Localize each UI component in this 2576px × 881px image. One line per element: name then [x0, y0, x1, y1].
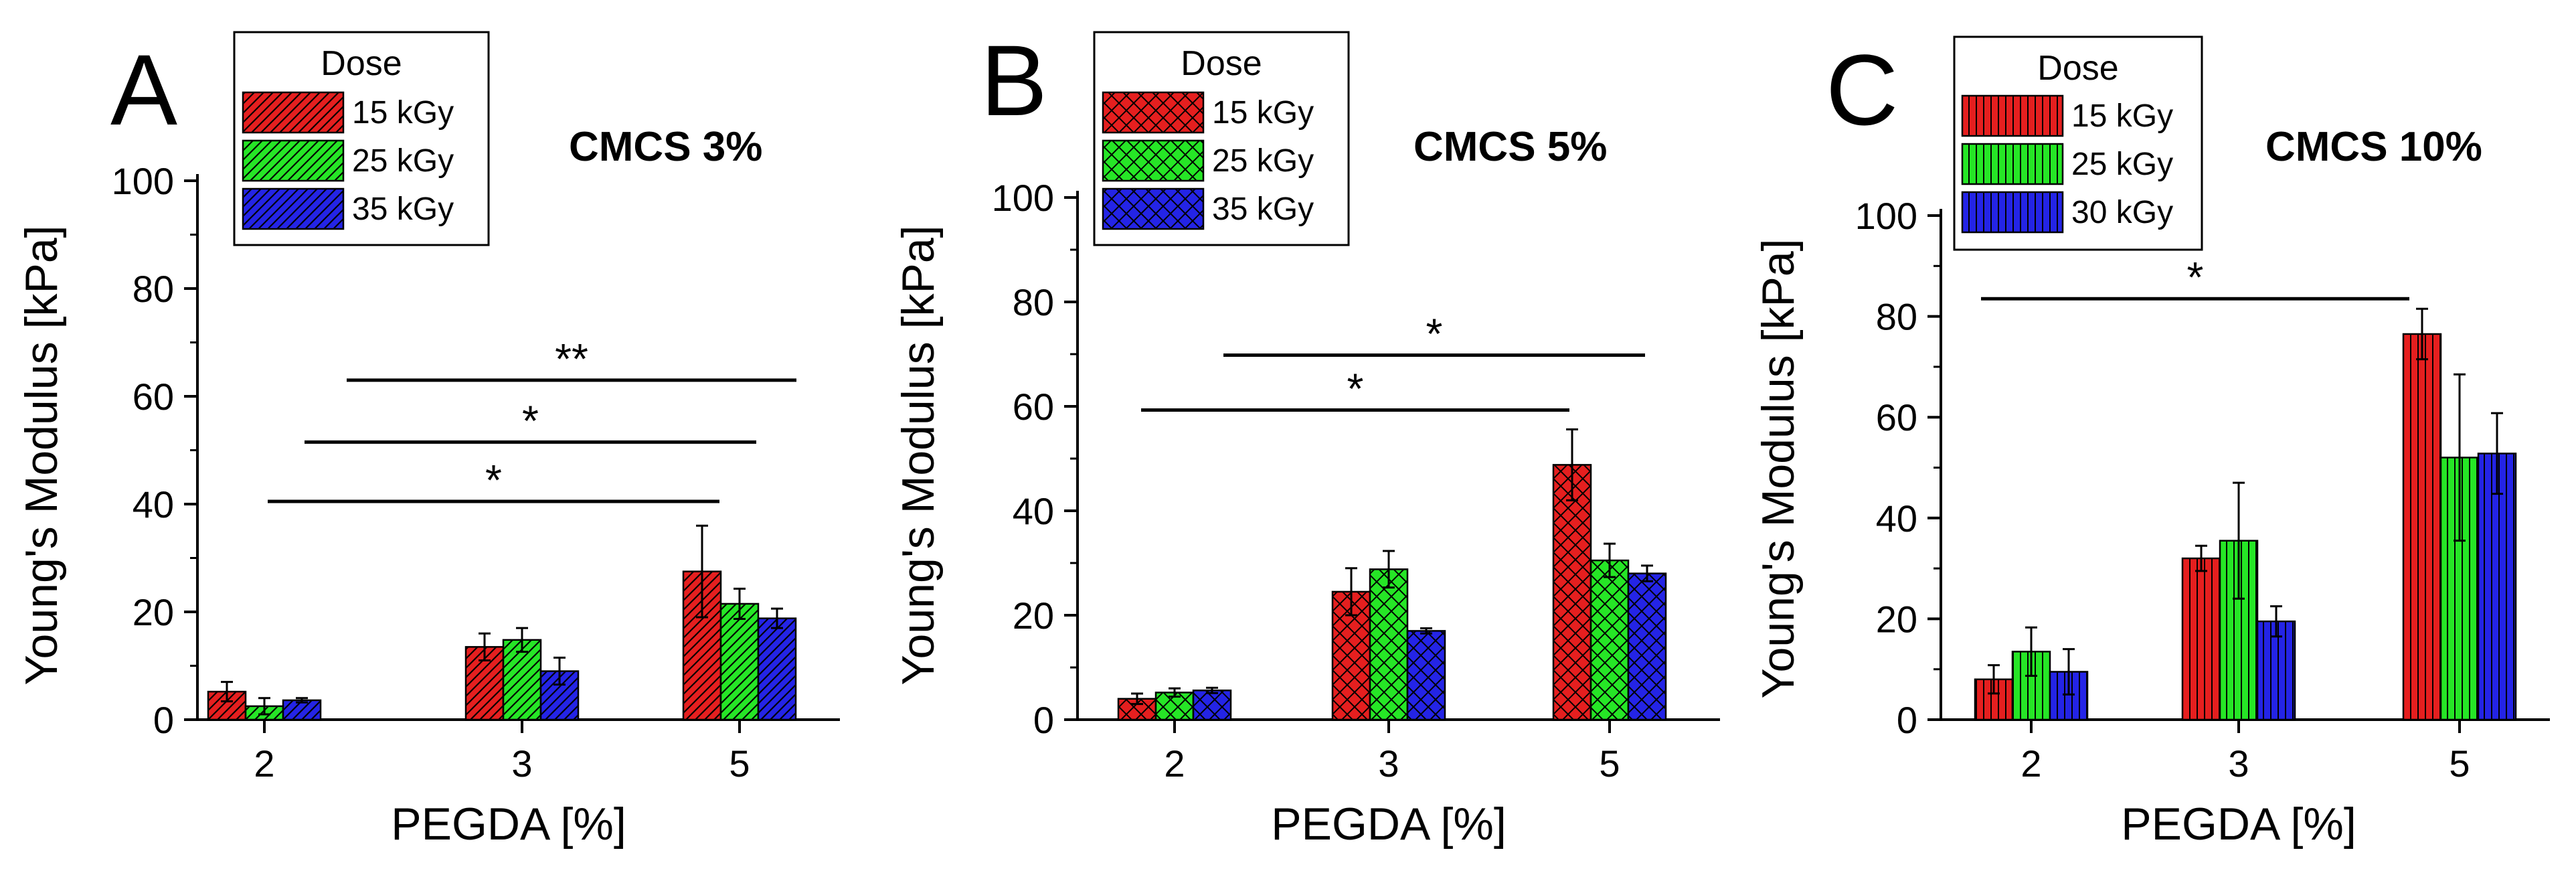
y-tick-label: 100	[1855, 195, 1917, 237]
significance-label: **	[555, 335, 588, 383]
x-axis-label: PEGDA [%]	[391, 799, 626, 850]
legend-label: 35 kGy	[1212, 191, 1314, 227]
bar-hatch	[2256, 620, 2296, 721]
bar-hatch	[2402, 333, 2442, 721]
x-axis-label: PEGDA [%]	[1271, 799, 1506, 850]
panel-title: CMCS 5%	[1413, 124, 1607, 170]
legend: Dose 15 kGy 25 kGy 30 kGy	[1953, 35, 2203, 251]
bar-hatch	[1369, 568, 1409, 721]
panel-letter: B	[980, 24, 1047, 137]
legend: Dose 15 kGy 25 kGy 35 kGy	[1093, 31, 1350, 246]
bar-hatch	[1406, 630, 1446, 721]
legend-label: 30 kGy	[2071, 195, 2173, 230]
y-tick-label: 20	[133, 591, 174, 633]
error-bars	[1131, 428, 1653, 706]
bar-hatch	[757, 617, 797, 721]
x-axis-label: PEGDA [%]	[2121, 799, 2356, 850]
x-tick-label: 5	[729, 742, 750, 785]
panel-title: CMCS 10%	[2265, 124, 2482, 170]
bars	[1974, 333, 2517, 721]
y-tick-label: 20	[1013, 594, 1054, 637]
legend-swatch-hatch	[242, 91, 345, 134]
y-tick-label: 40	[133, 483, 174, 526]
significance-brackets: ****	[268, 335, 796, 504]
bar-hatch	[502, 639, 542, 721]
legend: Dose 15 kGy 25 kGy 35 kGy	[233, 31, 490, 246]
legend-label: 15 kGy	[352, 95, 454, 131]
panel-a: A CMCS 3% Young's Modulus [kPa] PEGDA [%…	[16, 31, 840, 850]
legend-swatch-hatch	[1961, 94, 2064, 137]
x-tick-label: 3	[1378, 742, 1399, 785]
x-tick-label: 5	[2449, 742, 2470, 785]
legend-swatch-hatch	[1102, 91, 1205, 134]
x-tick-label: 2	[2021, 742, 2041, 785]
y-tick-label: 60	[1013, 386, 1054, 428]
bar-hatch	[1590, 559, 1630, 721]
y-axis-label: Young's Modulus [kPa]	[893, 225, 944, 685]
x-tick-label: 3	[2228, 742, 2249, 785]
bar-hatch	[719, 603, 760, 721]
legend-label: 25 kGy	[352, 143, 454, 179]
y-tick-label: 80	[133, 268, 174, 310]
significance-label: *	[1347, 364, 1364, 412]
legend-title: Dose	[1181, 44, 1262, 83]
legend-label: 15 kGy	[2071, 98, 2173, 134]
legend-label: 35 kGy	[352, 191, 454, 227]
x-tick-label: 5	[1599, 742, 1620, 785]
y-tick-label: 40	[1013, 490, 1054, 532]
significance-brackets: **	[1141, 310, 1645, 412]
y-tick-label: 80	[1876, 296, 1917, 338]
bar-hatch	[1627, 572, 1667, 721]
panel-title: CMCS 3%	[569, 124, 762, 170]
legend-title: Dose	[2037, 49, 2118, 88]
axes: 0 20 40 60 80 100 2 3 5	[112, 160, 840, 785]
bar-hatch	[2181, 557, 2221, 721]
x-tick-label: 2	[254, 742, 274, 785]
bars	[1117, 464, 1667, 721]
significance-label: *	[485, 456, 502, 504]
significance-brackets: *	[1981, 253, 2409, 301]
legend-label: 15 kGy	[1212, 95, 1314, 131]
panel-b: B CMCS 5% Young's Modulus [kPa] PEGDA [%…	[893, 24, 1720, 850]
legend-swatch-hatch	[1961, 143, 2064, 185]
y-tick-label: 60	[1876, 396, 1917, 438]
panel-c: C CMCS 10% Young's Modulus [kPa] PEGDA […	[1753, 33, 2550, 850]
y-tick-label: 0	[1033, 699, 1054, 741]
y-axis-label: Young's Modulus [kPa]	[16, 225, 67, 685]
legend-swatch-hatch	[1102, 139, 1205, 182]
legend-label: 25 kGy	[1212, 143, 1314, 179]
legend-swatch-hatch	[242, 139, 345, 182]
legend-swatch-hatch	[1961, 191, 2064, 234]
bar-hatch	[1552, 464, 1592, 721]
bar-hatch	[2477, 453, 2517, 721]
significance-label: *	[522, 396, 539, 445]
legend-swatch-hatch	[1102, 187, 1205, 230]
legend-label: 25 kGy	[2071, 147, 2173, 182]
legend-title: Dose	[321, 44, 402, 83]
y-tick-label: 80	[1013, 281, 1054, 323]
x-tick-label: 2	[1164, 742, 1185, 785]
y-tick-label: 100	[992, 177, 1054, 219]
y-tick-label: 0	[1897, 699, 1917, 741]
error-bars	[1988, 307, 2503, 696]
panel-letter: C	[1826, 33, 1898, 146]
y-tick-label: 60	[133, 376, 174, 418]
significance-label: *	[1426, 310, 1443, 358]
bar-hatch	[282, 699, 322, 721]
y-tick-label: 20	[1876, 598, 1917, 640]
y-tick-label: 0	[153, 699, 174, 741]
x-tick-label: 3	[511, 742, 532, 785]
error-bars	[221, 524, 783, 716]
bar-hatch	[1192, 690, 1232, 721]
significance-label: *	[2187, 253, 2204, 301]
legend-swatch-hatch	[242, 187, 345, 230]
panel-letter: A	[110, 33, 177, 146]
y-tick-label: 40	[1876, 497, 1917, 540]
y-tick-label: 100	[112, 160, 174, 202]
bars	[207, 570, 797, 721]
y-axis-label: Young's Modulus [kPa]	[1753, 238, 1804, 698]
